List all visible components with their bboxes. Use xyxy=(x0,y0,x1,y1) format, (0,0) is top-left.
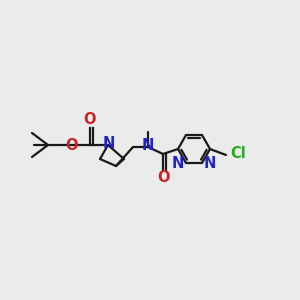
Text: N: N xyxy=(204,157,216,172)
Text: O: O xyxy=(84,112,96,128)
Text: Cl: Cl xyxy=(230,146,246,161)
Text: N: N xyxy=(142,139,154,154)
Text: O: O xyxy=(66,137,78,152)
Text: N: N xyxy=(172,157,184,172)
Text: O: O xyxy=(158,170,170,185)
Text: N: N xyxy=(103,136,115,152)
